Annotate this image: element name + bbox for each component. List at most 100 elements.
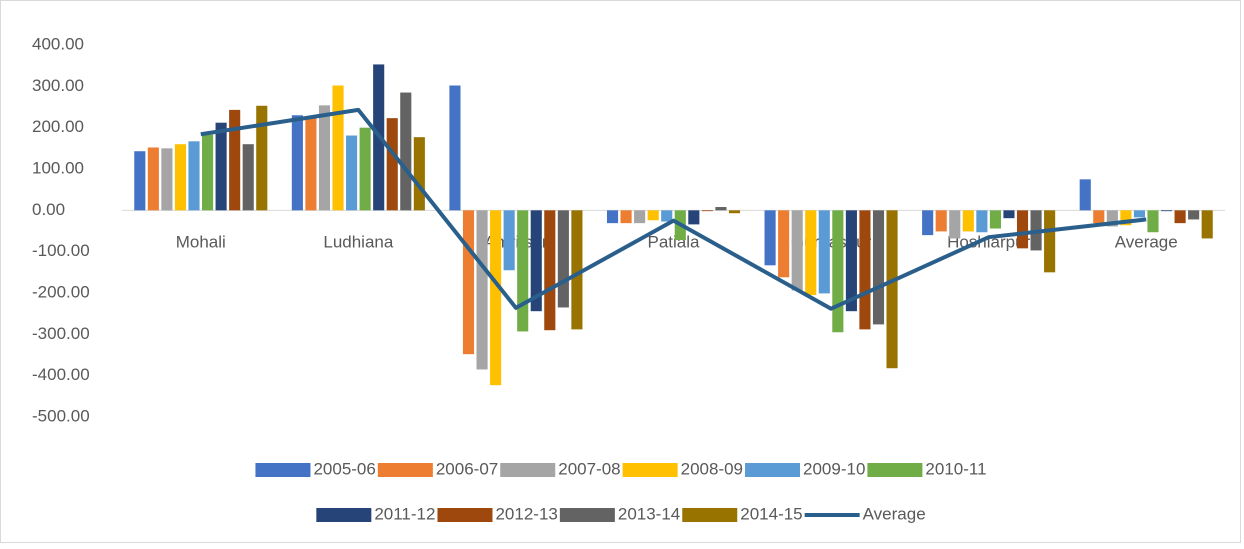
bar (517, 210, 529, 332)
bar (1016, 210, 1029, 249)
bar (174, 144, 187, 211)
bar (256, 105, 268, 211)
bar (859, 210, 871, 330)
bar (544, 210, 556, 331)
y-tick-label: 200.00 (32, 117, 84, 136)
bar (1093, 210, 1105, 224)
legend-label: 2012-13 (495, 504, 557, 523)
y-tick-label: 100.00 (32, 158, 84, 177)
y-tick-label: -300.00 (32, 324, 90, 343)
legend-label: 2007-08 (558, 459, 620, 478)
bar (202, 134, 214, 211)
x-tick-label: Patiala (648, 232, 701, 251)
legend-swatch (437, 508, 493, 522)
bar (1174, 210, 1186, 224)
bar (332, 85, 344, 211)
bar (161, 148, 173, 211)
bar (346, 135, 358, 211)
bar (728, 210, 741, 214)
bar (1188, 210, 1200, 220)
bar (845, 210, 857, 312)
bar (715, 207, 727, 211)
bar (318, 105, 331, 211)
bar (1106, 210, 1118, 227)
bar (962, 210, 974, 232)
bar (1160, 210, 1173, 212)
legend-label: 2014-15 (740, 504, 802, 523)
legend-swatch (682, 508, 738, 522)
bar (449, 85, 461, 211)
bar (571, 210, 583, 330)
bar (134, 151, 146, 211)
bar (229, 109, 241, 211)
bar (400, 92, 412, 211)
bar (701, 210, 713, 212)
bar (647, 210, 659, 221)
bar (1201, 210, 1213, 239)
y-tick-label: -100.00 (32, 241, 90, 260)
bar (1003, 210, 1015, 219)
bar (1120, 210, 1132, 226)
legend-swatch (316, 508, 372, 522)
bar (886, 210, 898, 369)
bar (188, 141, 200, 211)
y-tick-label: 300.00 (32, 76, 84, 95)
legend-swatch (500, 463, 556, 477)
bar (606, 210, 619, 224)
bar (147, 147, 159, 211)
bar (490, 210, 502, 386)
bar (476, 210, 488, 370)
bar (305, 118, 317, 211)
legend-swatch (377, 463, 433, 477)
bar (976, 210, 988, 233)
bar (935, 210, 947, 232)
legend-label: 2008-09 (681, 459, 743, 478)
y-tick-label: 0.00 (32, 200, 65, 219)
bar (832, 210, 844, 333)
bar (791, 210, 803, 291)
bar (764, 210, 776, 266)
bar (557, 210, 569, 308)
bar (1079, 179, 1091, 211)
legend-label: 2013-14 (618, 504, 680, 523)
bar (989, 210, 1001, 229)
legend-swatch (255, 463, 311, 477)
y-tick-label: -500.00 (32, 406, 90, 425)
bar (530, 210, 542, 312)
bar (242, 144, 254, 211)
x-tick-label: Ludhiana (323, 232, 394, 251)
bar (1133, 210, 1145, 218)
legend-swatch (622, 463, 678, 477)
bar (503, 210, 515, 271)
legend-swatch (559, 508, 615, 522)
y-tick-label: 400.00 (32, 34, 84, 53)
bar (805, 210, 817, 296)
legend-label: Average (863, 504, 926, 523)
bar (215, 122, 227, 211)
bar (359, 127, 371, 211)
y-tick-label: -200.00 (32, 282, 90, 301)
bar (462, 210, 475, 355)
bar (291, 115, 303, 211)
bar (949, 210, 961, 239)
line (200, 107, 1147, 311)
legend-label: 2010-11 (925, 459, 986, 478)
bar (922, 210, 934, 236)
legend-label: 2009-10 (803, 459, 865, 478)
bar (413, 137, 425, 211)
legend-label: 2005-06 (313, 459, 375, 478)
x-tick-label: Mohali (176, 232, 226, 251)
bar (1147, 210, 1159, 233)
bar (1044, 210, 1056, 273)
legend-label: 2011-12 (374, 504, 435, 523)
x-tick-label: Average (1115, 232, 1178, 251)
bar (818, 210, 830, 294)
legend-swatch (867, 463, 923, 477)
bar (661, 210, 673, 222)
bar (872, 210, 885, 325)
bar (778, 210, 790, 278)
bar (620, 210, 632, 224)
y-tick-label: -400.00 (32, 365, 90, 384)
